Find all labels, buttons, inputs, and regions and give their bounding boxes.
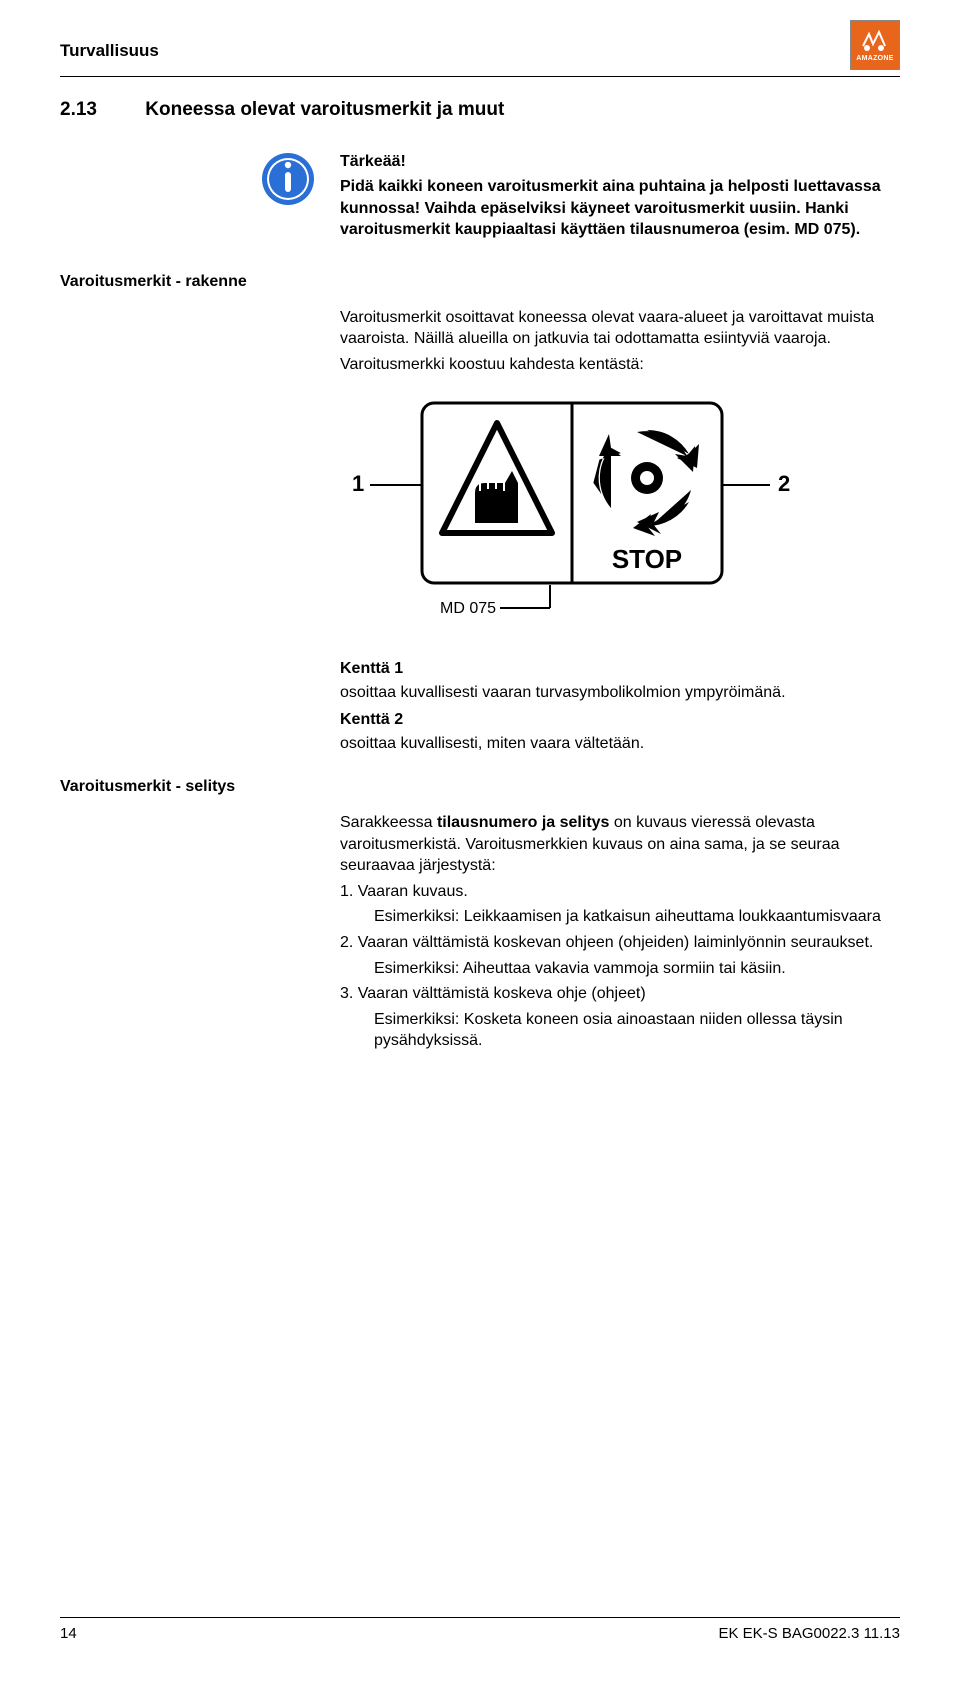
info-heading: Tärkeää! bbox=[340, 151, 900, 173]
section-number: 2.13 bbox=[60, 97, 140, 123]
rakenne-p1: Varoitusmerkit osoittavat koneessa oleva… bbox=[340, 307, 900, 350]
info-paragraph: Pidä kaikki koneen varoitusmerkit aina p… bbox=[340, 176, 900, 241]
svg-text:2: 2 bbox=[778, 471, 790, 496]
selitys-body: Sarakkeessa tilausnumero ja selitys on k… bbox=[340, 812, 900, 1052]
logo-text: AMAZONE bbox=[855, 25, 895, 65]
info-text: Tärkeää! Pidä kaikki koneen varoitusmerk… bbox=[340, 151, 900, 245]
selitys-intro: Sarakkeessa tilausnumero ja selitys on k… bbox=[340, 812, 900, 877]
rakenne-heading: Varoitusmerkit - rakenne bbox=[60, 271, 900, 293]
page-footer: 14 EK EK-S BAG0022.3 11.13 bbox=[60, 1617, 900, 1644]
info-icon bbox=[260, 151, 316, 245]
selitys-heading: Varoitusmerkit - selitys bbox=[60, 776, 900, 798]
page-number: 14 bbox=[60, 1624, 77, 1644]
svg-text:MD 075: MD 075 bbox=[440, 600, 496, 617]
svg-text:1: 1 bbox=[352, 471, 364, 496]
section-heading: 2.13 Koneessa olevat varoitusmerkit ja m… bbox=[60, 97, 900, 123]
rakenne-p2: Varoitusmerkki koostuu kahdesta kentästä… bbox=[340, 354, 900, 376]
selitys-item-3: 3. Vaaran välttämistä koskeva ohje (ohje… bbox=[358, 983, 900, 1005]
doc-code: EK EK-S BAG0022.3 11.13 bbox=[718, 1624, 900, 1644]
kentta2-text: osoittaa kuvallisesti, miten vaara välte… bbox=[340, 733, 900, 755]
brand-logo: AMAZONE bbox=[850, 20, 900, 70]
selitys-item-3-example: Esimerkiksi: Kosketa koneen osia ainoast… bbox=[374, 1009, 900, 1052]
selitys-item-1-example: Esimerkiksi: Leikkaamisen ja katkaisun a… bbox=[374, 906, 900, 928]
kentta1-label: Kenttä 1 bbox=[340, 658, 900, 680]
header-rule bbox=[60, 76, 900, 77]
selitys-item-1: 1. Vaaran kuvaus. bbox=[358, 881, 900, 903]
footer-rule bbox=[60, 1617, 900, 1618]
selitys-item-2: 2. Vaaran välttämistä koskevan ohjeen (o… bbox=[358, 932, 900, 954]
svg-text:STOP: STOP bbox=[612, 544, 682, 574]
important-notice: Tärkeää! Pidä kaikki koneen varoitusmerk… bbox=[260, 151, 900, 245]
rakenne-body: Varoitusmerkit osoittavat koneessa oleva… bbox=[340, 307, 900, 376]
warning-sign-diagram: 1 2 MD 075 bbox=[340, 393, 900, 630]
field-descriptions: Kenttä 1 osoittaa kuvallisesti vaaran tu… bbox=[340, 658, 900, 754]
footer-row: 14 EK EK-S BAG0022.3 11.13 bbox=[60, 1624, 900, 1644]
header-title: Turvallisuus bbox=[60, 40, 159, 63]
kentta1-text: osoittaa kuvallisesti vaaran turvasymbol… bbox=[340, 682, 900, 704]
section-title: Koneessa olevat varoitusmerkit ja muut bbox=[145, 99, 504, 120]
selitys-item-2-example: Esimerkiksi: Aiheuttaa vakavia vammoja s… bbox=[374, 958, 900, 980]
kentta2-label: Kenttä 2 bbox=[340, 709, 900, 731]
page-header: Turvallisuus AMAZONE bbox=[60, 40, 900, 70]
